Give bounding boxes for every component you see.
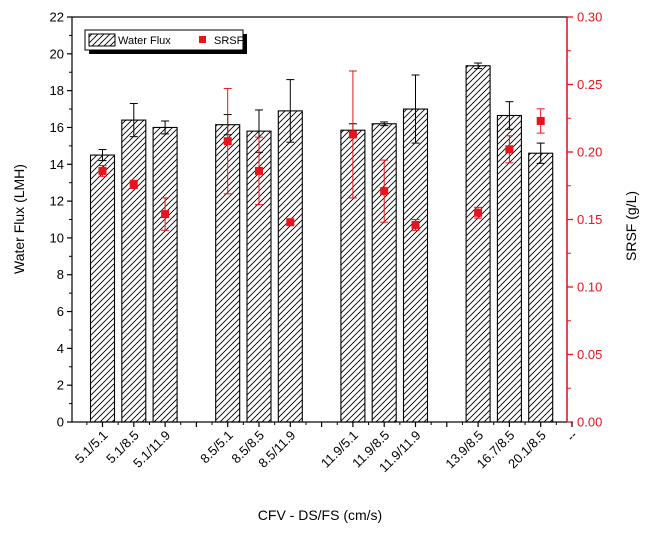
water-flux-bar xyxy=(277,110,303,423)
y2-tick-label: 0.20 xyxy=(577,145,602,160)
y-tick-label: 8 xyxy=(57,267,64,282)
y2-tick-label: 0.00 xyxy=(577,415,602,430)
y-tick-label: 14 xyxy=(50,157,64,172)
srsf-point xyxy=(411,220,420,229)
legend-hatch-swatch xyxy=(88,33,116,47)
srsf-point xyxy=(474,208,483,217)
srsf-point xyxy=(98,166,107,175)
srsf-point xyxy=(161,210,170,219)
water-flux-bar xyxy=(152,126,178,423)
srsf-point xyxy=(505,145,514,154)
water-flux-bar xyxy=(496,114,522,423)
srsf-points-layer xyxy=(98,70,545,231)
x-axis-title: CFV - DS/FS (cm/s) xyxy=(258,507,382,523)
y2-tick-label: 0.10 xyxy=(577,280,602,295)
y-tick-label: 12 xyxy=(50,194,64,209)
y-tick-label: 0 xyxy=(57,415,64,430)
y-tick-label: 22 xyxy=(50,10,64,25)
y-tick-label: 18 xyxy=(50,83,64,98)
srsf-point xyxy=(536,116,545,125)
y-axis-title: Water Flux (LMH) xyxy=(11,164,27,274)
y-tick-label: 2 xyxy=(57,378,64,393)
water-flux-bar xyxy=(121,119,147,423)
y2-axis-title: SRSF (g/L) xyxy=(623,191,639,261)
y-tick-label: 4 xyxy=(57,341,64,356)
x-axis-ticks: 5.1/5.15.1/8.55.1/11.9 8.5/5.18.5/8.58.5/… xyxy=(72,422,580,475)
srsf-point xyxy=(255,166,263,175)
legend-srsf-marker xyxy=(199,36,206,43)
water-flux-bar xyxy=(402,108,429,423)
left-axis-ticks: 0 2 4 6 8 10 12 14 16 18 20 22 xyxy=(50,10,72,430)
y2-tick-label: 0.05 xyxy=(577,347,602,362)
y-tick-label: 10 xyxy=(50,230,64,245)
water-flux-bar xyxy=(528,152,554,423)
x-tick-label: -- xyxy=(563,428,580,445)
legend-label-water-flux: Water Flux xyxy=(118,35,171,47)
srsf-point xyxy=(129,180,138,189)
x-tick-label: 8.5/5.1 xyxy=(197,428,236,467)
y-tick-label: 16 xyxy=(50,120,64,135)
water-flux-bar xyxy=(89,154,116,423)
y-tick-label: 6 xyxy=(57,304,64,319)
legend-label-srsf: SRSF xyxy=(214,35,244,47)
srsf-point xyxy=(380,187,389,196)
water-flux-bar xyxy=(465,65,491,423)
y-tick-label: 20 xyxy=(50,46,64,61)
y2-tick-label: 0.15 xyxy=(577,212,602,227)
legend-box xyxy=(84,29,244,51)
y2-tick-label: 0.30 xyxy=(577,10,602,25)
srsf-point xyxy=(223,137,232,146)
x-tick-label: 5.1/5.1 xyxy=(72,428,111,467)
legend: Water Flux SRSF xyxy=(84,29,247,54)
srsf-point xyxy=(348,130,357,139)
bars-layer xyxy=(89,62,554,423)
right-axis-ticks: 0.00 0.05 0.10 0.15 0.20 0.25 0.30 xyxy=(567,10,602,430)
srsf-point xyxy=(286,218,295,227)
y2-tick-label: 0.25 xyxy=(577,77,602,92)
